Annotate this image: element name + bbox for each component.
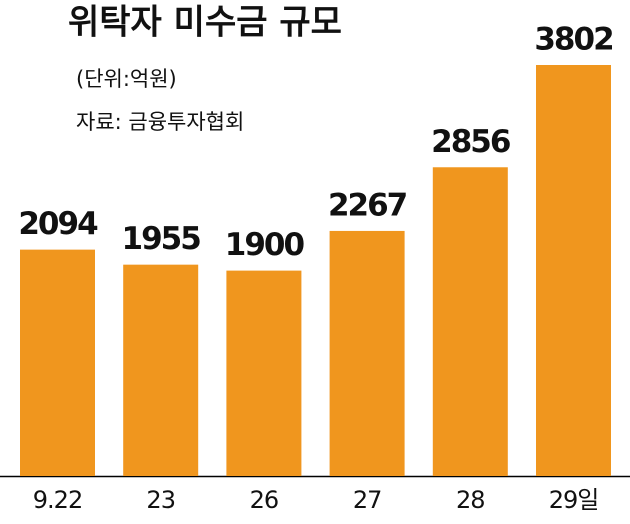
value-label: 3802 [534,22,612,58]
x-tick-label: 28 [456,486,485,514]
x-tick-label: 23 [146,486,175,514]
bar [536,65,611,476]
value-label: 2267 [328,187,407,223]
x-tick-label: 27 [353,486,382,514]
bar [226,270,302,476]
value-label: 2856 [431,124,510,160]
x-tick-label: 26 [250,486,279,514]
x-tick-label: 29일 [549,486,599,514]
bar [123,264,199,476]
bar [20,249,95,476]
value-label: 2094 [18,206,98,242]
chart-title: 위탁자 미수금 규모 [68,3,342,43]
bar [432,167,508,476]
value-label: 1955 [122,221,201,257]
value-label: 1900 [225,227,305,263]
chart-subtitle: (단위:억원) [76,67,177,91]
chart-source: 자료: 금융투자협회 [76,110,244,134]
bar [329,230,405,476]
x-tick-label: 9.22 [33,486,82,514]
